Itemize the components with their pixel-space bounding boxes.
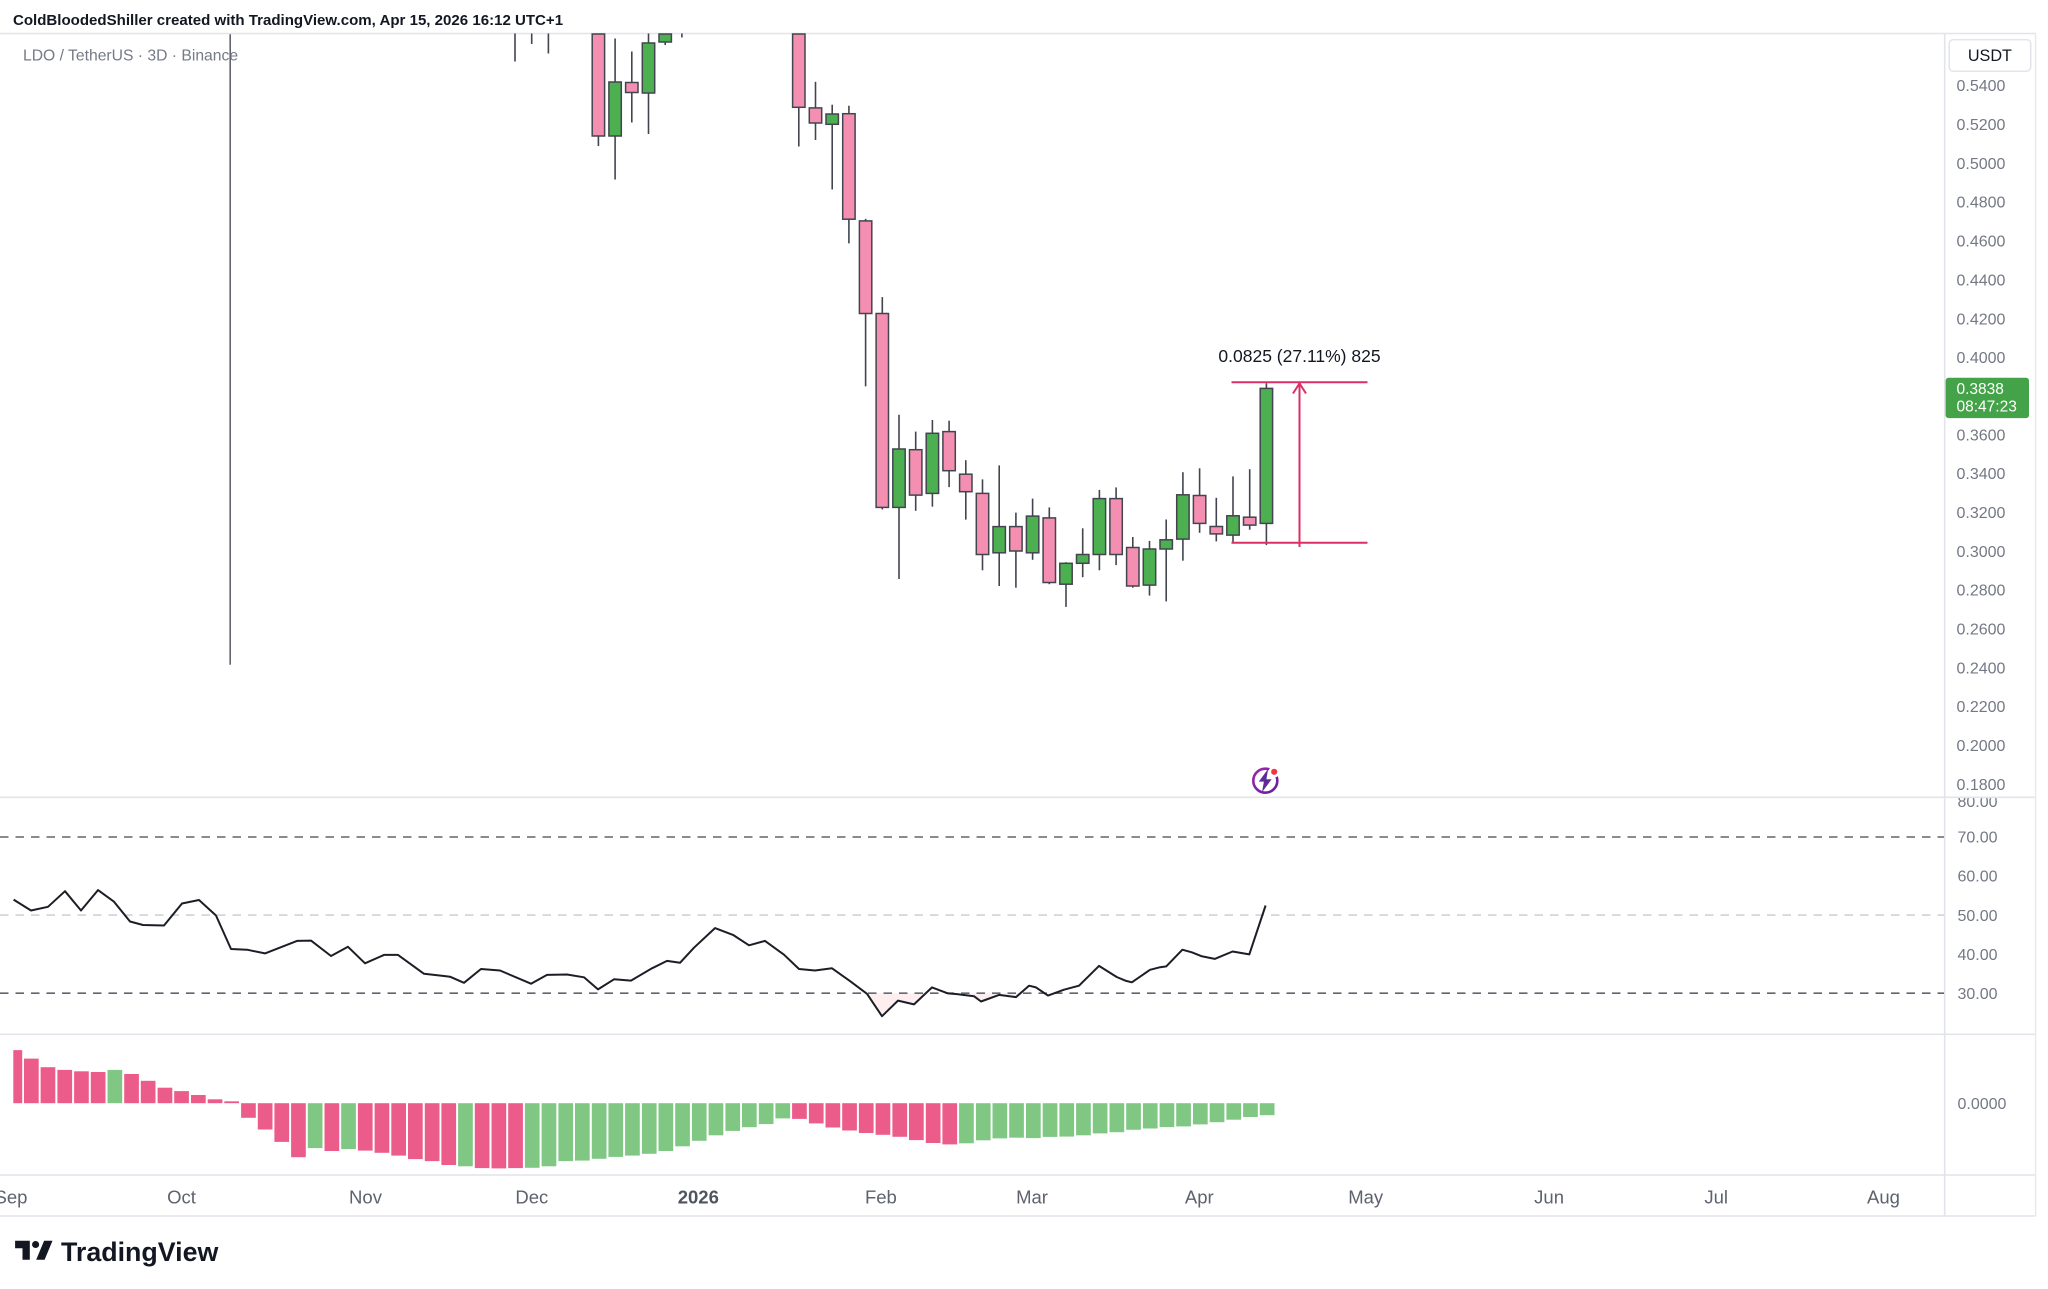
svg-text:Feb: Feb — [865, 1187, 897, 1208]
svg-text:Aug: Aug — [1867, 1187, 1900, 1208]
svg-text:0.4000: 0.4000 — [1957, 350, 2006, 367]
svg-text:0.2600: 0.2600 — [1957, 622, 2006, 639]
svg-text:0.2200: 0.2200 — [1957, 699, 2006, 716]
svg-text:Jun: Jun — [1534, 1187, 1564, 1208]
svg-text:0.4200: 0.4200 — [1957, 311, 2006, 328]
svg-text:Jul: Jul — [1704, 1187, 1728, 1208]
svg-text:60.00: 60.00 — [1958, 869, 1998, 886]
svg-text:Nov: Nov — [349, 1187, 383, 1208]
svg-text:30.00: 30.00 — [1958, 986, 1998, 1003]
svg-text:0.0825 (27.11%) 825: 0.0825 (27.11%) 825 — [1218, 346, 1380, 366]
svg-text:0.3600: 0.3600 — [1957, 427, 2006, 444]
svg-text:0.4600: 0.4600 — [1957, 234, 2006, 251]
svg-text:0.5200: 0.5200 — [1957, 117, 2006, 134]
svg-text:80.00: 80.00 — [1958, 794, 1998, 811]
svg-text:0.2800: 0.2800 — [1957, 583, 2006, 600]
svg-text:0.1800: 0.1800 — [1957, 777, 2006, 794]
svg-text:TradingView: TradingView — [61, 1237, 219, 1267]
svg-text:Oct: Oct — [167, 1187, 196, 1208]
svg-text:0.2400: 0.2400 — [1957, 660, 2006, 677]
svg-text:Sep: Sep — [0, 1187, 27, 1208]
svg-text:Dec: Dec — [515, 1187, 548, 1208]
svg-text:LDO / TetherUS · 3D · Binance: LDO / TetherUS · 3D · Binance — [23, 48, 238, 65]
svg-text:40.00: 40.00 — [1958, 947, 1998, 964]
svg-text:ColdBloodedShiller created wit: ColdBloodedShiller created with TradingV… — [13, 12, 563, 29]
svg-text:Mar: Mar — [1016, 1187, 1048, 1208]
svg-text:0.5400: 0.5400 — [1957, 78, 2006, 95]
svg-text:0.4800: 0.4800 — [1957, 195, 2006, 212]
svg-text:0.3200: 0.3200 — [1957, 505, 2006, 522]
svg-text:USDT: USDT — [1968, 47, 2012, 65]
svg-text:0.3400: 0.3400 — [1957, 466, 2006, 483]
svg-text:May: May — [1348, 1187, 1384, 1208]
svg-text:0.3838: 0.3838 — [1957, 381, 2004, 398]
svg-text:Apr: Apr — [1185, 1187, 1214, 1208]
svg-text:0.3000: 0.3000 — [1957, 544, 2006, 561]
svg-text:50.00: 50.00 — [1958, 908, 1998, 925]
svg-text:0.4400: 0.4400 — [1957, 272, 2006, 289]
svg-text:08:47:23: 08:47:23 — [1957, 398, 2017, 415]
svg-text:70.00: 70.00 — [1958, 830, 1998, 847]
svg-text:0.5000: 0.5000 — [1957, 156, 2006, 173]
svg-text:2026: 2026 — [678, 1187, 719, 1208]
svg-text:0.2000: 0.2000 — [1957, 738, 2006, 755]
svg-text:0.0000: 0.0000 — [1958, 1096, 2007, 1113]
